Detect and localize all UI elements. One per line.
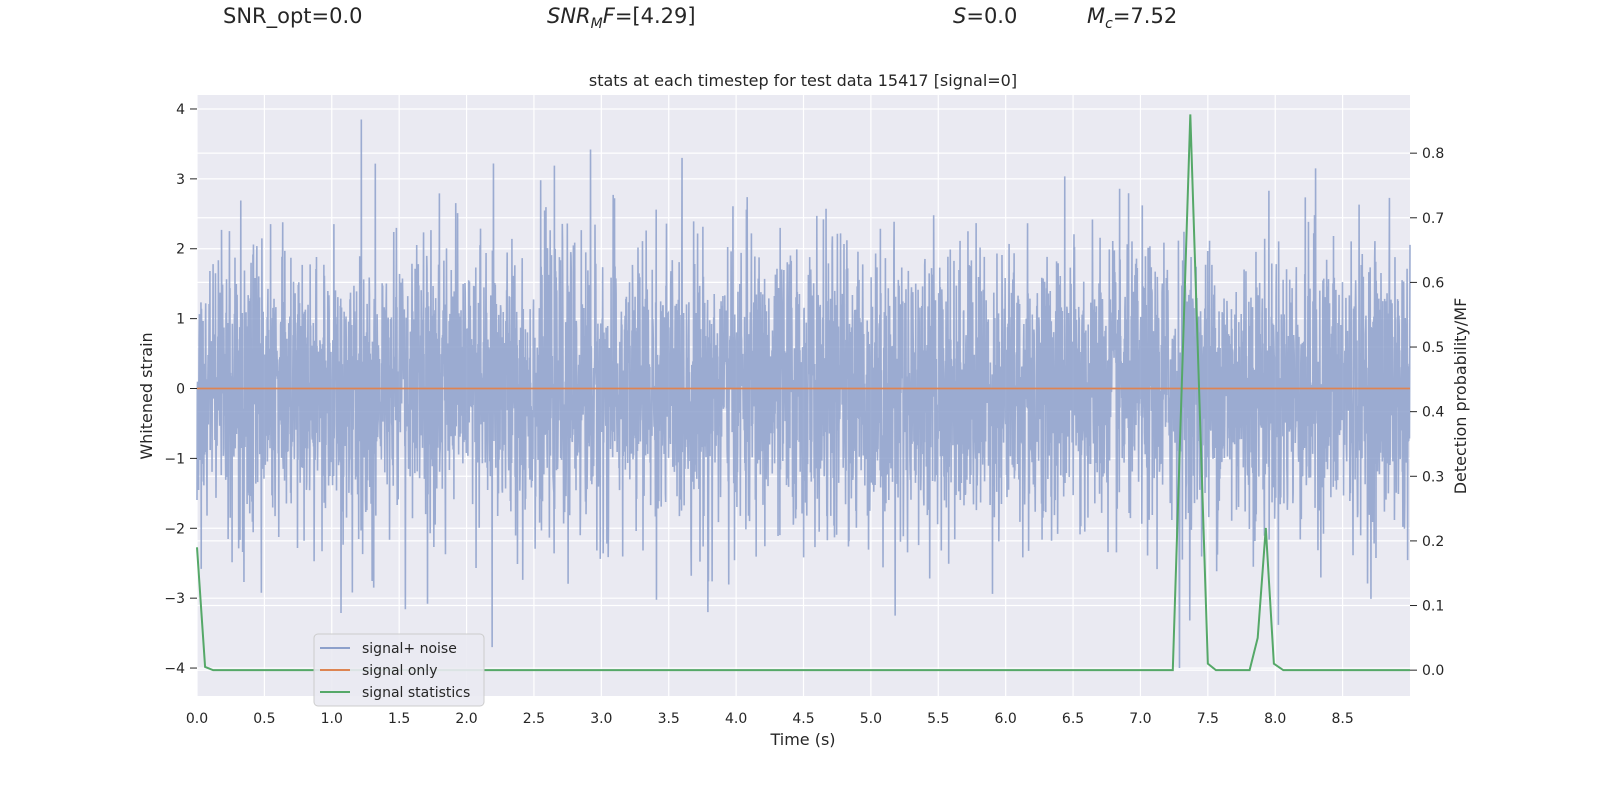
y2-tick-label: 0.3 (1422, 469, 1444, 485)
snr-mf-tail: F (602, 4, 615, 28)
signal-statistics-line (196, 114, 1410, 672)
x-tick-label: 1.0 (321, 711, 343, 727)
s-label: S=0.0 (953, 4, 1017, 28)
s-symbol: S (953, 4, 967, 28)
x-tick-label: 3.5 (658, 711, 680, 727)
snr-opt-text: SNR_opt=0.0 (223, 4, 363, 28)
y2-tick-label: 0.6 (1422, 275, 1444, 291)
mc-sub: c (1105, 16, 1113, 33)
y-tick-label: −2 (164, 521, 185, 537)
x-tick-label: 7.0 (1129, 711, 1151, 727)
x-tick-label: 8.5 (1331, 711, 1353, 727)
legend-box (313, 633, 485, 707)
legend-entry: signal only (362, 663, 437, 679)
y-axis-right-ticks: 0.8 0.7 0.6 0.5 0.4 0.3 0.2 0.1 0.0 (1410, 146, 1444, 679)
legend-entry: signal statistics (362, 685, 470, 701)
y-tick-label: 4 (176, 102, 185, 118)
y-tick-label: −1 (164, 451, 185, 467)
y-axis-label: Whitened strain (137, 332, 156, 459)
x-tick-label: 6.0 (995, 711, 1017, 727)
x-tick-label: 0.5 (253, 711, 275, 727)
x-tick-label: 3.0 (590, 711, 612, 727)
snr-opt-label: SNR_opt=0.0 (223, 4, 363, 28)
y2-axis-label: Detection probability/MF (1451, 298, 1470, 495)
y-tick-label: 2 (176, 242, 185, 258)
x-tick-label: 5.5 (927, 711, 949, 727)
y-tick-label: −3 (164, 591, 185, 607)
signal-noise-line (196, 119, 1411, 669)
x-tick-label: 5.0 (860, 711, 882, 727)
x-axis-ticks: 0.0 0.5 1.0 1.5 2.0 2.5 3.0 3.5 4.0 4.5 5.0 5.5 6.0 6… (186, 711, 1354, 727)
x-tick-label: 0.0 (186, 711, 208, 727)
series-signal-noise (196, 119, 1411, 669)
snr-mf-base: SNR (547, 4, 591, 28)
x-tick-label: 6.5 (1062, 711, 1084, 727)
y2-tick-label: 0.8 (1422, 146, 1444, 162)
y2-tick-label: 0.1 (1422, 599, 1444, 615)
snr-mf-label: SNRMF=[4.29] (547, 4, 696, 32)
x-axis-label: Time (s) (769, 730, 835, 749)
y2-tick-label: 0.2 (1422, 534, 1444, 550)
x-tick-label: 1.5 (388, 711, 410, 727)
y2-tick-label: 0.4 (1422, 405, 1444, 421)
y-tick-label: 3 (176, 172, 185, 188)
y-tick-label: 0 (176, 382, 185, 398)
legend-entry: signal+ noise (362, 641, 457, 657)
snr-mf-value: =[4.29] (614, 4, 696, 28)
mc-symbol: M (1087, 4, 1106, 28)
y-axis-left-ticks: 4 3 2 1 0 −1 −2 −3 −4 (164, 102, 197, 677)
x-tick-label: 4.5 (792, 711, 814, 727)
mc-value: =7.52 (1112, 4, 1178, 28)
y2-tick-label: 0.0 (1422, 663, 1444, 679)
x-tick-label: 7.5 (1197, 711, 1219, 727)
mc-label: Mc=7.52 (1087, 4, 1177, 32)
x-tick-label: 2.5 (523, 711, 545, 727)
y-tick-label: −4 (164, 661, 185, 677)
legend: signal+ noise signal only signal statistic… (313, 633, 485, 707)
y-tick-label: 1 (176, 312, 185, 328)
snr-mf-sub: M (590, 16, 603, 33)
x-tick-label: 8.0 (1264, 711, 1286, 727)
x-tick-label: 2.0 (455, 711, 477, 727)
series-signal-statistics (196, 114, 1410, 672)
s-value: =0.0 (966, 4, 1018, 28)
x-tick-label: 4.0 (725, 711, 747, 727)
chart-title: stats at each timestep for test data 154… (589, 71, 1017, 90)
y2-tick-label: 0.5 (1422, 340, 1444, 356)
y2-tick-label: 0.7 (1422, 211, 1444, 227)
